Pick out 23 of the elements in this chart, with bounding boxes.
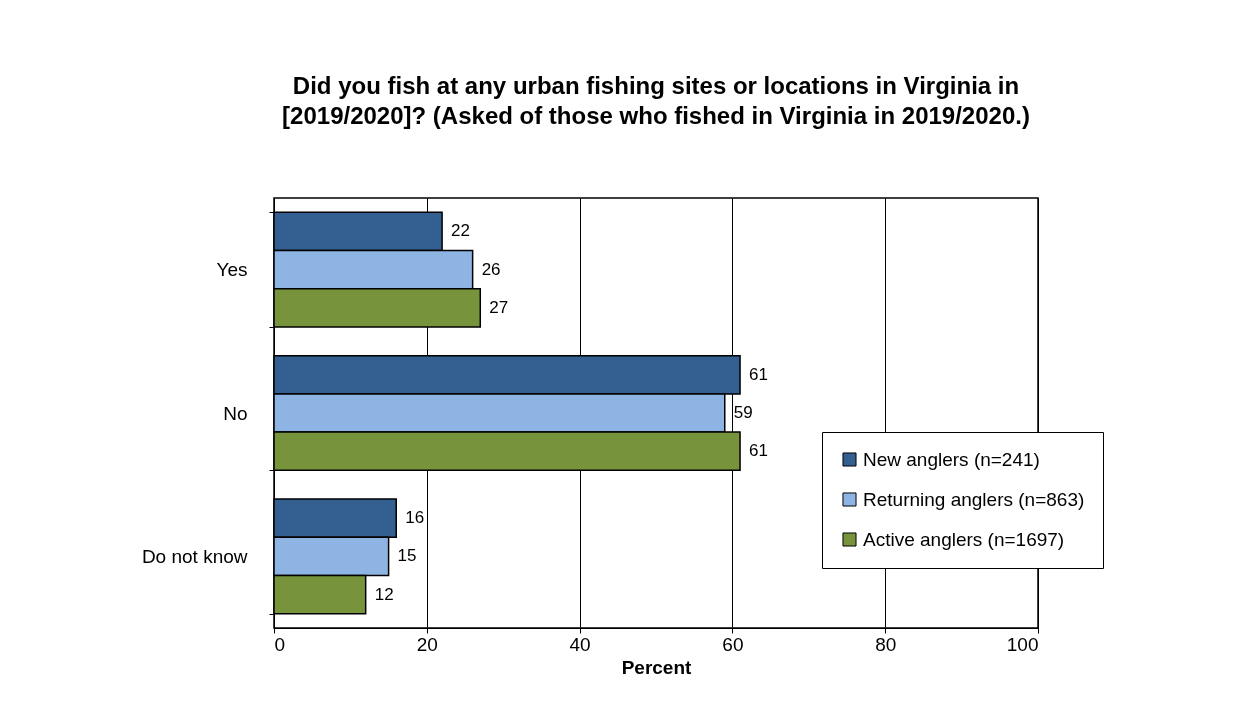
x-tick-label: 80	[875, 633, 897, 655]
x-tick-label: 100	[1006, 633, 1039, 655]
y-tick-label: Yes	[216, 259, 248, 281]
x-tick-label: 20	[416, 633, 438, 655]
legend-label: New anglers (n=241)	[863, 448, 1040, 470]
y-tick-label: No	[223, 402, 248, 424]
chart-title: Did you fish at any urban fishing sites or locations in Virginia in [2019/2020]? (Asked of those who fished in Virginia in 2019/2020.)	[282, 72, 1030, 129]
data-label: 26	[481, 259, 501, 279]
x-tick-label: 40	[569, 633, 591, 655]
x-tick-label: 60	[722, 633, 744, 655]
x-axis-title: Percent	[621, 656, 693, 678]
legend-label: Returning anglers (n=863)	[863, 488, 1085, 510]
data-label: 59	[733, 403, 753, 422]
y-tick-label: Do not know	[141, 545, 248, 567]
data-label: 27	[489, 297, 509, 317]
legend-label: Active anglers (n=1697)	[863, 528, 1065, 550]
data-label: 15	[397, 546, 417, 566]
data-label: 16	[405, 508, 425, 528]
data-label: 12	[374, 584, 394, 604]
x-tick-label: 0	[274, 633, 286, 655]
data-label: 22	[451, 221, 470, 241]
data-label: 61	[749, 364, 768, 384]
data-label: 61	[749, 441, 768, 461]
